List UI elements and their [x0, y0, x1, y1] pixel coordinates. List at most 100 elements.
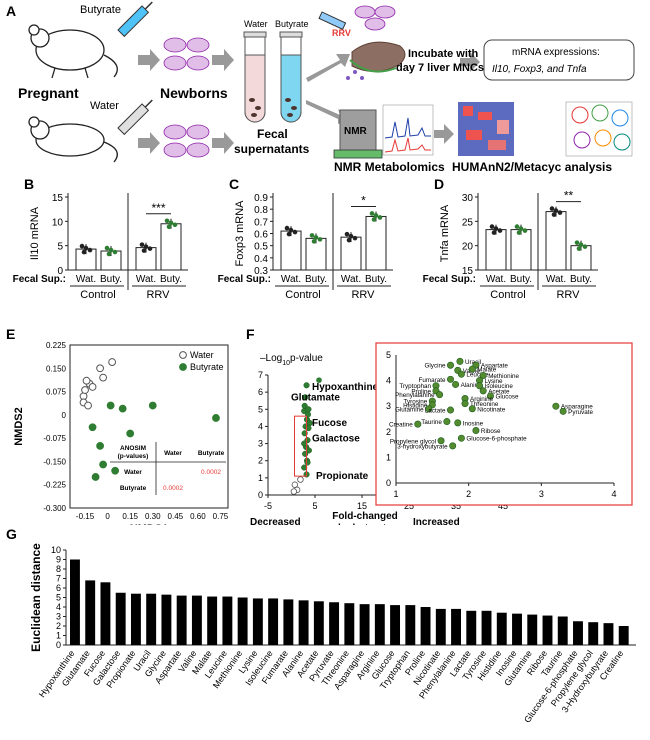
increased-label: Increased	[413, 517, 460, 525]
data-point	[104, 245, 110, 251]
newborn-pups-icon	[163, 5, 396, 158]
bar	[130, 593, 141, 645]
tube-butyrate-label: Butyrate	[275, 19, 309, 29]
x-tick-label: 0.75	[213, 512, 229, 521]
bar	[283, 599, 294, 645]
nmr-machine-icon	[333, 109, 383, 159]
bar	[405, 605, 416, 645]
inset-y-tick-label: 5	[386, 350, 391, 360]
data-point	[582, 244, 588, 249]
x-tick-label: Buty.	[305, 274, 327, 285]
inset-point-label: Lactate	[425, 408, 446, 415]
y-axis-label: Euclidean distance	[29, 543, 43, 652]
inset-point	[446, 375, 454, 383]
bar	[496, 612, 507, 645]
bar	[390, 605, 401, 645]
inset-y-tick-label: 1	[386, 452, 391, 462]
data-point	[514, 224, 520, 229]
bar	[527, 614, 538, 645]
data-point	[168, 220, 174, 226]
inset-point	[437, 437, 445, 445]
inset-point	[449, 442, 457, 450]
inset-point-label: Histidine	[403, 402, 428, 409]
anosim-row-label: Butyrate	[120, 485, 147, 492]
x-axis-label-1: Fold-changed	[332, 511, 398, 522]
y-tick-label: 2	[56, 621, 61, 631]
x-tick-label: Buty.	[365, 274, 387, 285]
y-tick-label: 15	[462, 266, 474, 277]
inset-point-label: Tryptophan	[399, 383, 431, 390]
group-label-rrv: RRV	[146, 289, 170, 301]
data-point	[371, 217, 377, 222]
y-tick-label: 3	[56, 612, 61, 622]
x-tick-label: 5	[312, 501, 317, 511]
x-tick-label: Wat.	[136, 274, 156, 285]
anosim-subtitle: (p-values)	[118, 453, 149, 460]
bar	[588, 622, 599, 645]
x-tick-label: 15	[357, 501, 367, 511]
bar	[85, 580, 96, 645]
zoom-box	[294, 415, 307, 477]
y-axis-label-rest: p-value	[290, 353, 323, 364]
data-point	[309, 233, 315, 238]
y-tick-label: 0.7	[254, 217, 268, 228]
y-axis-label: Tnfa mRNA	[439, 204, 451, 262]
inset-point-label: Glycine	[425, 363, 446, 370]
data-point	[373, 213, 379, 218]
data-point	[344, 231, 350, 237]
bar	[545, 211, 567, 271]
y-tick-label: -0.225	[43, 481, 66, 490]
data-point	[311, 239, 317, 244]
inset-point	[425, 405, 433, 413]
significance-label: *	[361, 193, 366, 207]
data-point	[553, 208, 559, 213]
scatter-point	[301, 464, 308, 471]
group-label-control: Control	[80, 289, 115, 301]
data-point	[352, 235, 358, 241]
inset-point	[446, 406, 454, 414]
inset-x-tick-label: 3	[539, 489, 544, 499]
x-tick-label: Wat.	[341, 274, 361, 285]
y-tick-label: 10	[51, 545, 61, 555]
newborns-label: Newborns	[160, 85, 228, 101]
inset-point-label: Leucine	[466, 372, 489, 379]
y-tick-label: 0.6	[254, 230, 268, 241]
data-point	[348, 233, 354, 239]
data-point	[313, 235, 319, 240]
inset-point-label: Creatine	[389, 422, 413, 429]
inset-point-label: Propylene glycol	[390, 438, 436, 445]
group-label-rrv: RRV	[351, 289, 375, 301]
inset-point-label: Malate	[477, 367, 496, 374]
inset-point-label: Ribose	[481, 428, 501, 435]
y-tick-label: 10	[52, 217, 64, 228]
bar	[365, 215, 387, 271]
inset-point	[457, 434, 465, 442]
data-point	[292, 229, 298, 235]
bar	[542, 615, 553, 645]
scatter-point	[290, 488, 298, 495]
y-tick-label: 1	[56, 631, 61, 641]
bar	[329, 602, 340, 645]
y-tick-label: 7	[56, 574, 61, 584]
data-point	[166, 224, 172, 230]
y-tick-label: 6	[258, 387, 263, 397]
scatter-point	[302, 394, 309, 401]
data-point	[497, 228, 503, 233]
x-tick-label: Buty.	[100, 274, 122, 285]
group-label-control: Control	[490, 289, 525, 301]
incubate-line-2: day 7 liver MNCs	[396, 62, 484, 74]
x-tick-label: 0.15	[122, 512, 138, 521]
inset-y-tick-label: 0	[386, 478, 391, 488]
bar	[557, 616, 568, 645]
fecal-sup-label: Fecal Sup.:	[218, 274, 271, 285]
inset-point-label: Lysine	[485, 378, 503, 385]
bar	[191, 595, 202, 645]
x-tick-label: Wat.	[546, 274, 566, 285]
data-point	[288, 227, 294, 233]
y-tick-label: 0.150	[46, 364, 67, 373]
inset-point-label: Glucose	[495, 393, 519, 400]
bar	[160, 223, 182, 271]
anosim-title: ANOSIM	[120, 445, 146, 452]
y-tick-label: 1	[258, 473, 263, 483]
x-tick-label: -5	[264, 501, 272, 511]
